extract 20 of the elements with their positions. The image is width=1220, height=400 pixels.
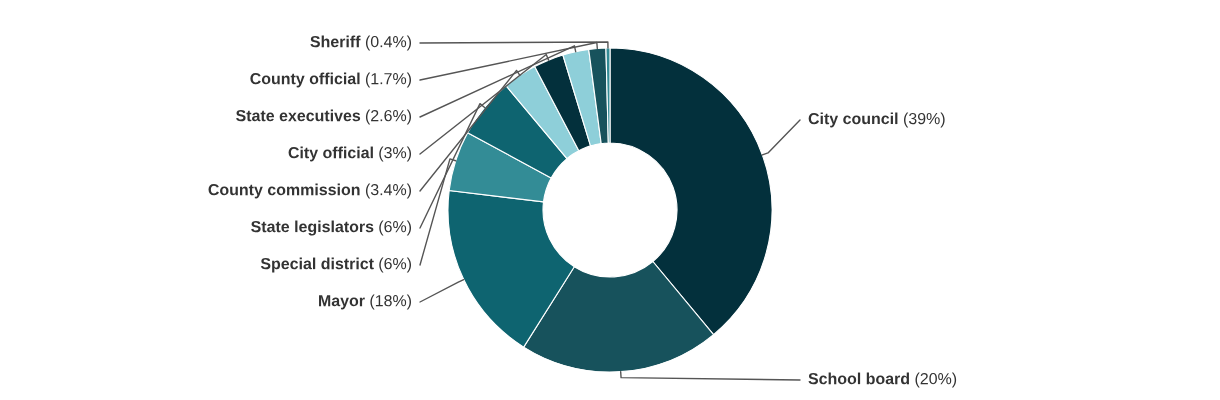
data-label: (1.7%) bbox=[365, 72, 412, 88]
slice-label: Mayor bbox=[319, 295, 365, 310]
data-label: (2.6%) bbox=[365, 109, 412, 125]
data-label: (20%) bbox=[915, 372, 957, 388]
slice-label: Sheriff bbox=[310, 35, 361, 48]
data-label: (39%) bbox=[903, 112, 945, 128]
slice-label: State executives bbox=[236, 109, 361, 122]
slice-label: School board bbox=[808, 372, 909, 385]
slice-label: County commission bbox=[208, 183, 360, 199]
slice-label: Special district bbox=[260, 257, 374, 273]
slice-label: City official bbox=[288, 146, 373, 162]
data-label: (3%) bbox=[379, 146, 412, 162]
data-label: (6%) bbox=[379, 257, 412, 273]
data-label: (18%) bbox=[370, 294, 412, 310]
data-label: (0.4%) bbox=[365, 35, 412, 51]
slice-label: State legislators bbox=[251, 220, 374, 236]
data-label: (6%) bbox=[379, 220, 412, 236]
slice-label: County official bbox=[250, 72, 360, 88]
slice-label: City council bbox=[808, 112, 898, 128]
data-label: (3.4%) bbox=[365, 183, 412, 199]
